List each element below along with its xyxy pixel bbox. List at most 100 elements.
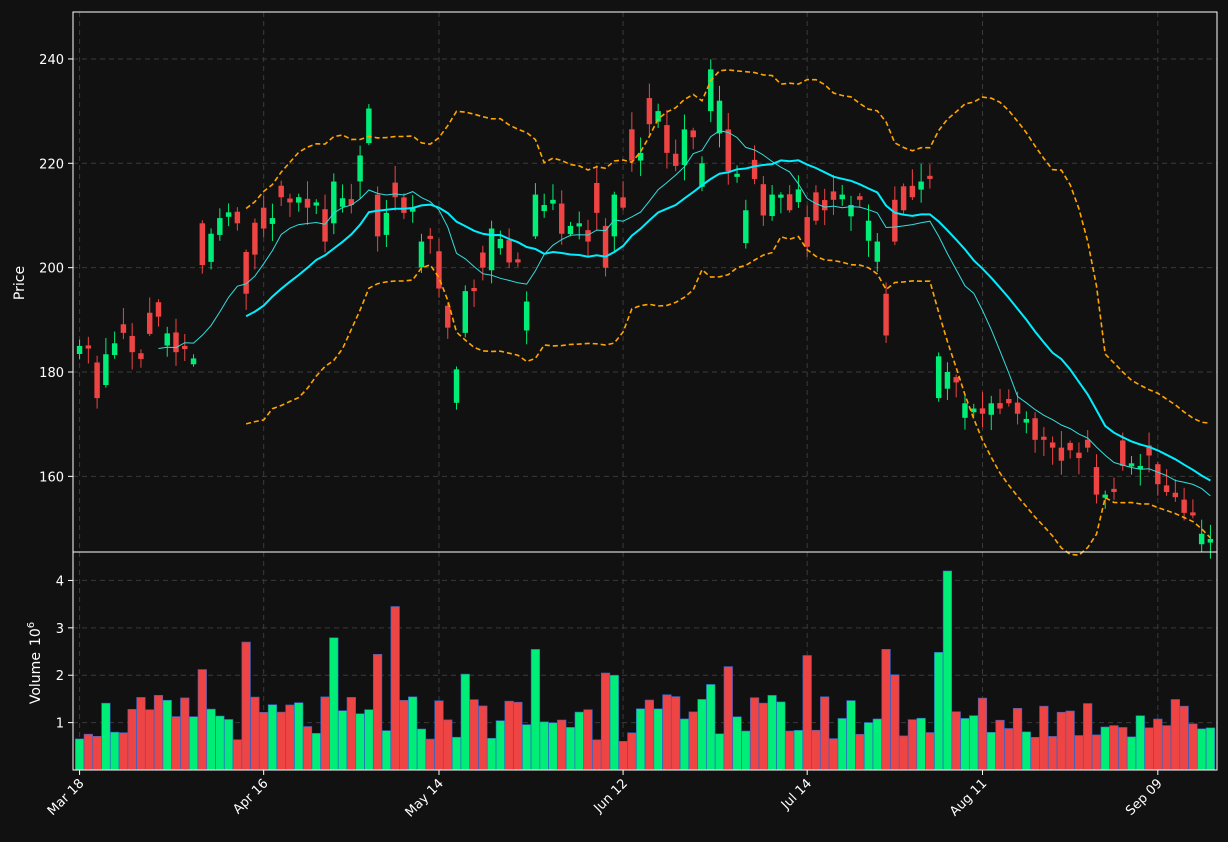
candle-body [234, 211, 241, 224]
volume-bar [1161, 725, 1172, 771]
candle-body [1146, 445, 1152, 456]
volume-bar [320, 696, 330, 771]
candle-body [296, 197, 302, 203]
volume-bar [180, 697, 190, 771]
candle-body [681, 129, 688, 165]
candle-body [935, 356, 942, 399]
volume-tick-label: 3 [56, 622, 64, 637]
candle-body [164, 333, 170, 346]
candle-body [611, 194, 618, 237]
candle-body [190, 358, 197, 365]
volume-bar [872, 718, 882, 771]
volume-bar [504, 700, 514, 771]
volume-bar [925, 732, 935, 771]
candle-body [103, 354, 109, 385]
candle-body [585, 230, 591, 242]
volume-bar [197, 669, 207, 771]
candle-body [85, 345, 92, 349]
candle-body [821, 200, 828, 211]
volume-bar [127, 709, 137, 771]
volume-bar [855, 733, 865, 771]
volume-bar [285, 704, 295, 771]
volume-bar [1188, 723, 1198, 771]
price-tick-label: 200 [39, 262, 64, 277]
candle-body [1181, 499, 1187, 513]
candle-body [392, 182, 398, 198]
volume-bar [592, 739, 602, 771]
candle-body [269, 218, 276, 224]
candle-body [331, 181, 337, 224]
candle-body [795, 189, 802, 203]
candle-body [129, 335, 135, 353]
volume-bar [837, 718, 847, 771]
candle-body [602, 225, 609, 268]
volume-tick-label: 2 [56, 669, 64, 684]
volume-bar [951, 711, 961, 771]
candle-body [1120, 440, 1126, 466]
volume-bar [627, 732, 637, 771]
volume-axis-title-power: 6 [26, 622, 37, 628]
candle-body [480, 252, 486, 268]
candle-body [567, 225, 574, 235]
candle-body [953, 377, 959, 383]
volume-bar [846, 700, 856, 771]
candle-body [497, 238, 504, 249]
volume-bar [1030, 736, 1040, 771]
candle-body [927, 175, 933, 179]
volume-bar [942, 570, 953, 771]
volume-bar [355, 713, 365, 771]
volume-bar [1065, 710, 1075, 771]
volume-bar [241, 641, 251, 771]
volume-bar [188, 716, 199, 771]
volume-bar [1012, 707, 1023, 771]
volume-bar [583, 709, 593, 771]
candle-body [839, 194, 845, 200]
candle-body [971, 408, 977, 413]
candle-body [278, 185, 284, 198]
volume-bar [863, 722, 874, 771]
volume-bar [118, 732, 129, 771]
volume-bar [741, 730, 751, 771]
candle-body [857, 196, 863, 200]
candle-body [208, 233, 214, 262]
volume-bar [522, 724, 532, 771]
candle-body [576, 223, 582, 227]
candle-body [1032, 418, 1038, 440]
candle-body [1041, 436, 1047, 440]
volume-tick-label: 1 [56, 717, 64, 732]
volume-bar [153, 695, 164, 771]
candle-body [629, 129, 635, 161]
volume-bar [636, 708, 646, 771]
candle-body [313, 202, 319, 206]
volume-bar [1056, 711, 1066, 771]
volume-bar [250, 696, 260, 771]
volume-bar [136, 697, 146, 771]
volume-bar [995, 719, 1005, 771]
candle-body [769, 194, 775, 217]
candle-body [778, 194, 784, 198]
candle-body [445, 305, 451, 328]
candle-body [830, 191, 837, 200]
candle-body [1076, 452, 1082, 459]
candle-body [997, 403, 1003, 409]
volume-bar [346, 697, 356, 771]
candle-body [620, 197, 626, 208]
candle-body [751, 159, 758, 179]
candle-body [1155, 464, 1161, 485]
candle-body [865, 220, 872, 241]
candle-body [427, 235, 433, 239]
price-axis-title: Price [12, 266, 28, 300]
candle-body [339, 198, 346, 207]
volume-bar [557, 719, 567, 771]
candle-body [243, 252, 249, 294]
candle-body [304, 198, 311, 208]
volume-bar [749, 697, 760, 771]
candle-body [138, 353, 144, 359]
candle-body [716, 100, 723, 134]
volume-bar [390, 606, 400, 771]
volume-bar [1091, 734, 1102, 771]
volume-bar [899, 735, 909, 771]
candle-body [436, 251, 442, 289]
candle-body [1023, 418, 1030, 423]
